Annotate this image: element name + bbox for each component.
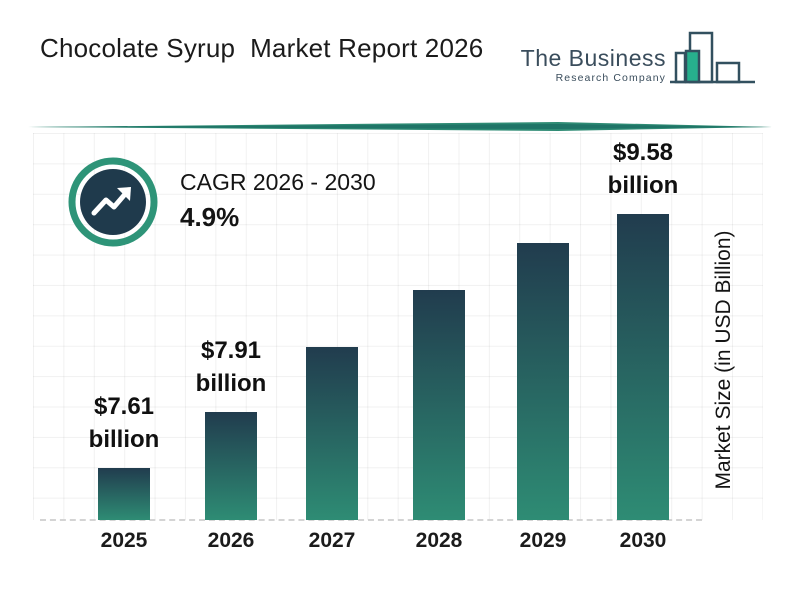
company-logo: The Business Research Company bbox=[521, 30, 756, 88]
bar-2029 bbox=[517, 243, 569, 520]
x-tick-2028: 2028 bbox=[415, 529, 463, 552]
trend-up-icon bbox=[68, 157, 158, 247]
x-tick-2030: 2030 bbox=[619, 529, 667, 552]
value-label-2026: $7.91 billion bbox=[195, 336, 267, 397]
section-divider bbox=[28, 122, 772, 131]
x-tick-2027: 2027 bbox=[308, 529, 356, 552]
bar-2027 bbox=[306, 347, 358, 520]
cagr-label: CAGR 2026 - 2030 bbox=[180, 169, 376, 195]
x-tick-2029: 2029 bbox=[519, 529, 567, 552]
company-logo-name: The Business bbox=[520, 45, 666, 71]
x-tick-2026: 2026 bbox=[207, 529, 255, 552]
bar-2028 bbox=[413, 290, 465, 520]
company-logo-tagline: Research Company bbox=[555, 72, 666, 84]
cagr-value: 4.9% bbox=[180, 202, 240, 232]
bar-2025 bbox=[98, 468, 150, 520]
company-logo-text: The Business Research Company bbox=[520, 45, 666, 85]
page-title: Chocolate Syrup Market Report 2026 bbox=[40, 33, 484, 63]
bar-2030 bbox=[617, 214, 669, 520]
value-label-2025: $7.61 billion bbox=[88, 392, 160, 453]
x-tick-2025: 2025 bbox=[100, 529, 148, 552]
bar-2026 bbox=[205, 412, 257, 520]
value-label-2030: $9.58 billion bbox=[607, 138, 679, 199]
cagr-texts: CAGR 2026 - 2030 4.9% bbox=[180, 157, 376, 233]
bar-chart-logo-icon bbox=[670, 31, 755, 84]
y-axis-label: Market Size (in USD Billion) bbox=[712, 230, 735, 490]
cagr-badge: CAGR 2026 - 2030 4.9% bbox=[68, 157, 376, 247]
chart-baseline bbox=[40, 519, 702, 521]
